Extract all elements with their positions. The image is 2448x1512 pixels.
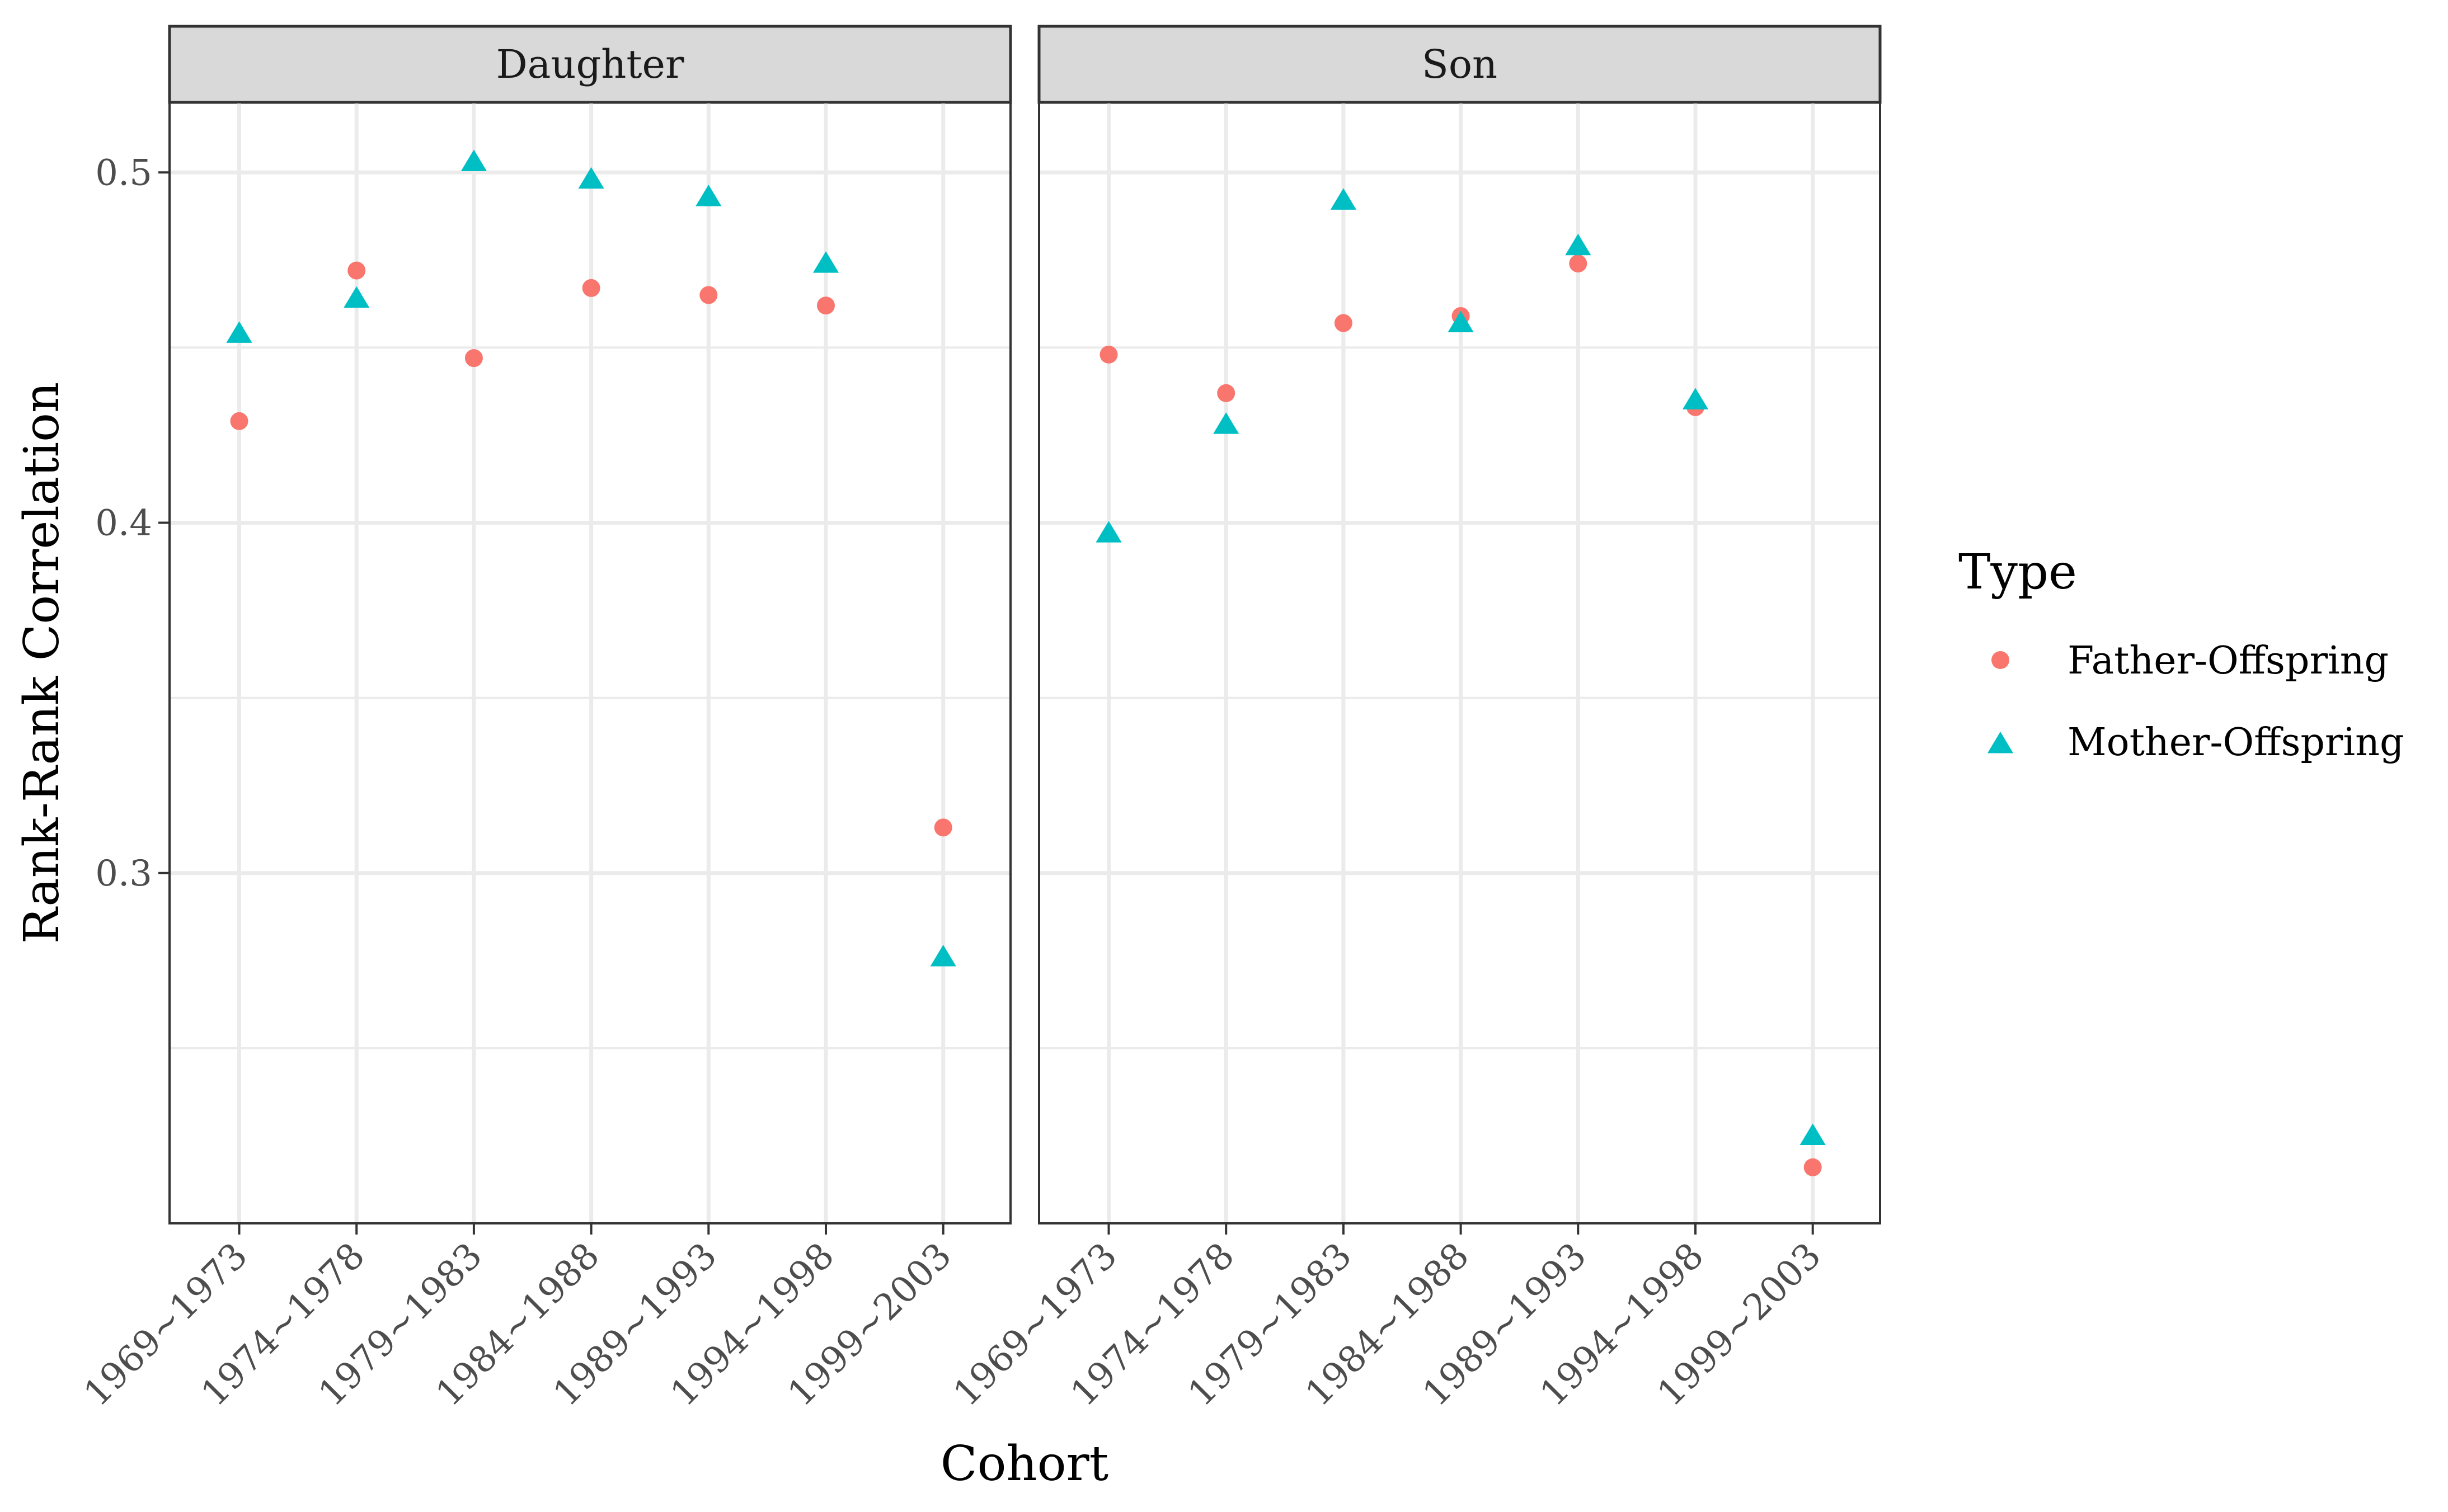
legend-label: Father-Offspring: [2068, 639, 2389, 683]
point-father-offspring: [1569, 255, 1587, 273]
point-father-offspring: [1803, 1158, 1822, 1176]
point-father-offspring: [582, 279, 600, 297]
point-mother-offspring: [1565, 233, 1591, 256]
legend-item: Mother-Offspring: [1987, 720, 2404, 765]
y-axis-title: Rank-Rank Correlation: [14, 382, 70, 944]
panel-border-daughter: [168, 101, 1012, 1224]
point-mother-offspring: [578, 167, 604, 189]
point-mother-offspring: [461, 149, 487, 171]
point-mother-offspring: [1213, 412, 1239, 434]
point-mother-offspring: [1096, 521, 1122, 543]
legend-key-triangle: [1987, 732, 2014, 753]
point-mother-offspring: [1330, 188, 1356, 210]
strip-daughter: [168, 25, 1012, 104]
point-mother-offspring: [226, 321, 252, 343]
y-axis: 0.3 0.4 0.5: [95, 152, 170, 894]
y-tick-label: 0.3: [95, 853, 152, 894]
legend-label: Mother-Offspring: [2068, 720, 2404, 765]
point-mother-offspring: [1682, 388, 1709, 409]
point-father-offspring: [1100, 345, 1118, 364]
point-father-offspring: [1334, 314, 1352, 332]
y-tick-label: 0.4: [95, 503, 152, 544]
legend-item: Father-Offspring: [1991, 639, 2389, 683]
point-father-offspring: [934, 818, 952, 837]
strip-son: [1037, 25, 1882, 104]
strip-label-son: Son: [1422, 41, 1497, 87]
gridlines-son: [1039, 102, 1880, 1223]
legend-title: Type: [1958, 544, 2077, 600]
point-mother-offspring: [1799, 1123, 1826, 1145]
points-daughter: [226, 149, 956, 967]
point-mother-offspring: [696, 185, 722, 206]
point-father-offspring: [464, 349, 483, 368]
point-mother-offspring: [1448, 310, 1474, 333]
point-mother-offspring: [344, 286, 370, 308]
point-mother-offspring: [930, 945, 956, 967]
points-son: [1096, 188, 1826, 1176]
point-mother-offspring: [812, 251, 839, 273]
legend: Type Father-Offspring Mother-Offspring: [1958, 544, 2404, 765]
point-father-offspring: [1217, 384, 1235, 402]
point-father-offspring: [817, 296, 835, 315]
panel-border-son: [1038, 101, 1881, 1224]
point-father-offspring: [347, 261, 366, 280]
y-tick-label: 0.5: [95, 152, 152, 194]
point-father-offspring: [230, 412, 248, 430]
legend-items: Father-Offspring Mother-Offspring: [1987, 639, 2404, 765]
legend-key-circle: [1991, 651, 2009, 669]
strip-label-daughter: Daughter: [496, 41, 684, 87]
point-father-offspring: [699, 286, 718, 304]
x-axis-title: Cohort: [941, 1436, 1108, 1492]
